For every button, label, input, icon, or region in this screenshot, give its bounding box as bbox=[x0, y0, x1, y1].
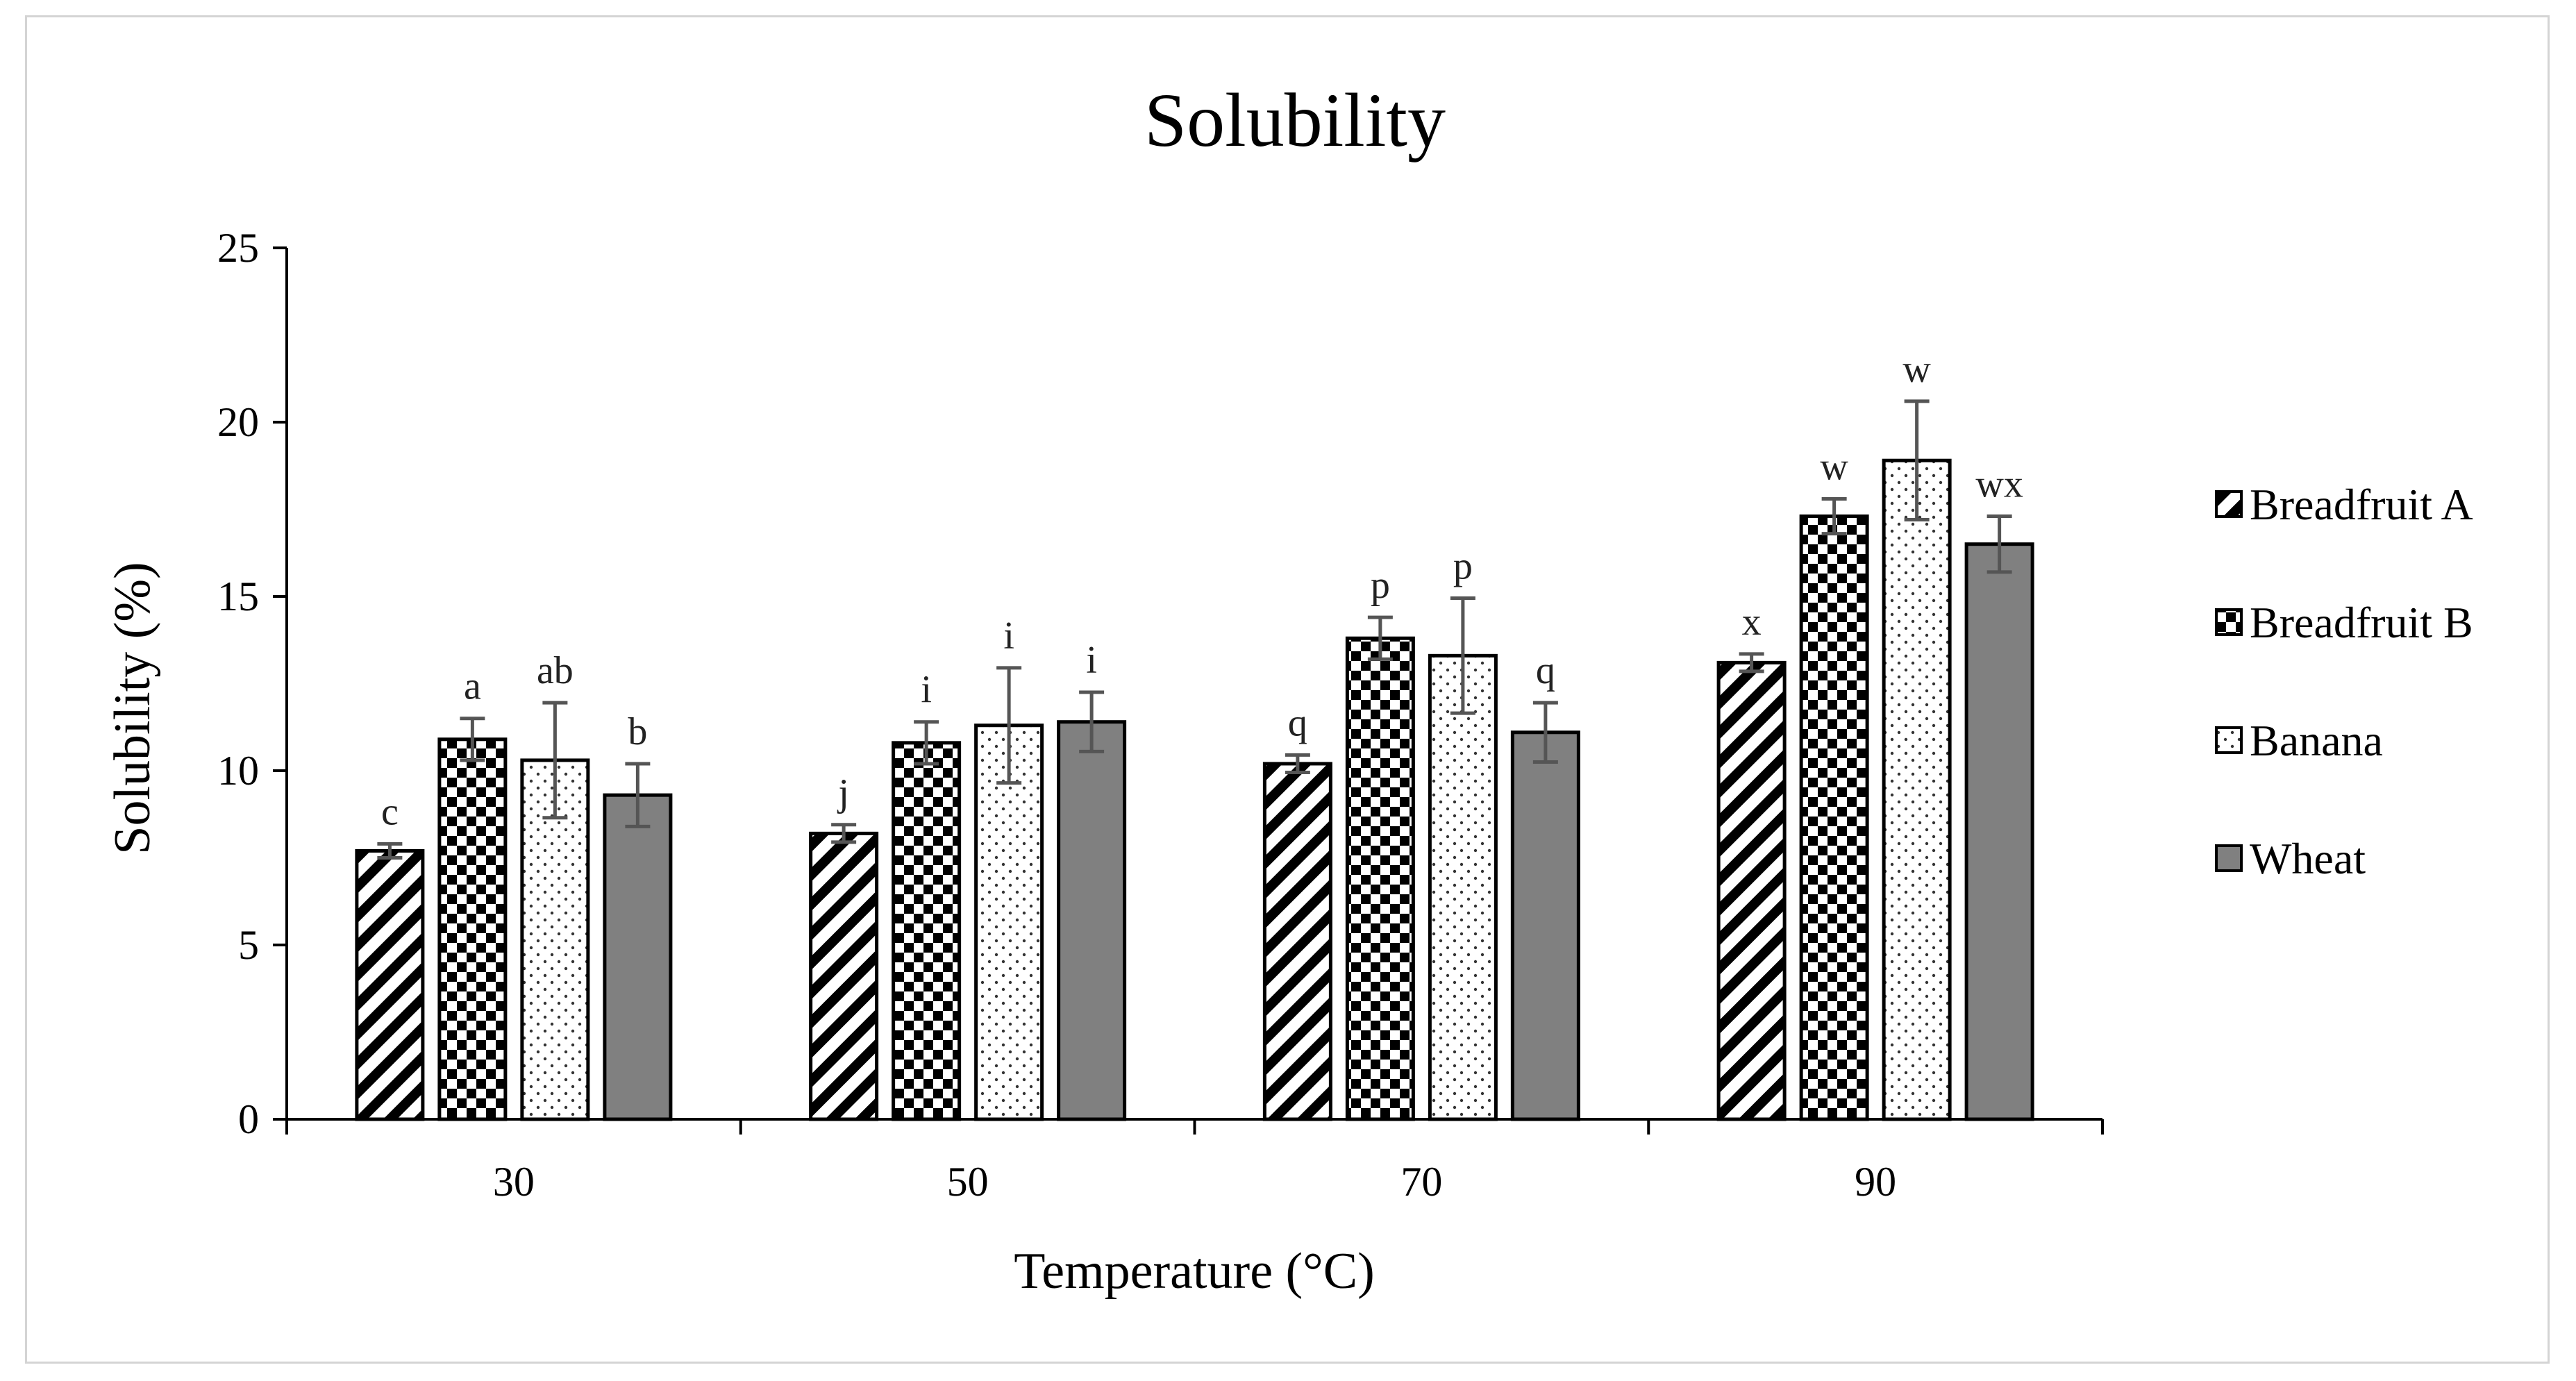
bar-wheat-90 bbox=[1964, 542, 2034, 1121]
legend-swatch bbox=[2215, 608, 2243, 636]
bar-breadfruit-b-50 bbox=[892, 741, 962, 1121]
x-tick-label: 90 bbox=[1855, 1159, 1896, 1205]
y-tick-label: 25 bbox=[217, 225, 259, 271]
legend-item-wheat: Wheat bbox=[2215, 834, 2366, 883]
significance-label: q bbox=[1536, 649, 1555, 692]
x-tick-label: 70 bbox=[1400, 1159, 1442, 1205]
legend-swatch bbox=[2215, 490, 2243, 518]
bar-banana-30 bbox=[520, 758, 590, 1121]
significance-label: p bbox=[1453, 545, 1473, 588]
significance-label: c bbox=[381, 790, 399, 833]
bar-breadfruit-b-70 bbox=[1345, 636, 1415, 1121]
significance-label: w bbox=[1820, 445, 1848, 488]
significance-label: x bbox=[1742, 601, 1762, 644]
bar-wheat-70 bbox=[1510, 730, 1580, 1121]
bar-breadfruit-a-90 bbox=[1716, 660, 1787, 1121]
significance-label: w bbox=[1902, 348, 1931, 391]
significance-label: wx bbox=[1975, 463, 2023, 506]
legend-label: Wheat bbox=[2250, 834, 2366, 883]
significance-label: i bbox=[1086, 639, 1097, 682]
bar-breadfruit-b-90 bbox=[1799, 514, 1869, 1121]
bar-wheat-30 bbox=[603, 793, 673, 1121]
significance-label: a bbox=[464, 665, 481, 708]
y-axis-title: Solubility (%) bbox=[104, 562, 161, 854]
legend-item-breadfruit-b: Breadfruit B bbox=[2215, 598, 2473, 647]
bar-banana-50 bbox=[974, 723, 1044, 1121]
legend-item-banana: Banana bbox=[2215, 716, 2383, 765]
bar-wheat-50 bbox=[1057, 720, 1127, 1121]
bar-breadfruit-b-30 bbox=[437, 737, 508, 1121]
bar-banana-70 bbox=[1428, 653, 1498, 1121]
bar-breadfruit-a-70 bbox=[1262, 762, 1332, 1121]
y-tick-label: 15 bbox=[217, 574, 259, 619]
legend-item-breadfruit-a: Breadfruit A bbox=[2215, 480, 2473, 529]
significance-label: j bbox=[837, 771, 849, 814]
significance-label: q bbox=[1288, 701, 1307, 744]
y-tick-label: 0 bbox=[238, 1096, 259, 1142]
chart-frame bbox=[25, 15, 2550, 1364]
y-tick-label: 10 bbox=[217, 748, 259, 794]
significance-label: i bbox=[921, 669, 932, 712]
legend-label: Breadfruit A bbox=[2250, 480, 2473, 529]
significance-label: ab bbox=[537, 649, 574, 692]
y-tick-label: 20 bbox=[217, 399, 259, 445]
significance-label: i bbox=[1003, 614, 1014, 658]
legend-label: Breadfruit B bbox=[2250, 598, 2473, 647]
legend-swatch bbox=[2215, 726, 2243, 754]
chart-title: Solubility bbox=[1144, 78, 1446, 162]
bar-breadfruit-a-50 bbox=[809, 831, 879, 1121]
x-tick-label: 30 bbox=[493, 1159, 535, 1205]
significance-label: p bbox=[1371, 564, 1390, 607]
significance-label: b bbox=[628, 710, 647, 753]
bar-banana-90 bbox=[1882, 458, 1952, 1121]
x-tick-label: 50 bbox=[947, 1159, 989, 1205]
bar-breadfruit-a-30 bbox=[355, 848, 425, 1121]
y-tick-label: 5 bbox=[238, 922, 259, 968]
legend-label: Banana bbox=[2250, 716, 2383, 765]
legend-swatch bbox=[2215, 844, 2243, 872]
x-axis-title: Temperature (°C) bbox=[1014, 1243, 1375, 1300]
